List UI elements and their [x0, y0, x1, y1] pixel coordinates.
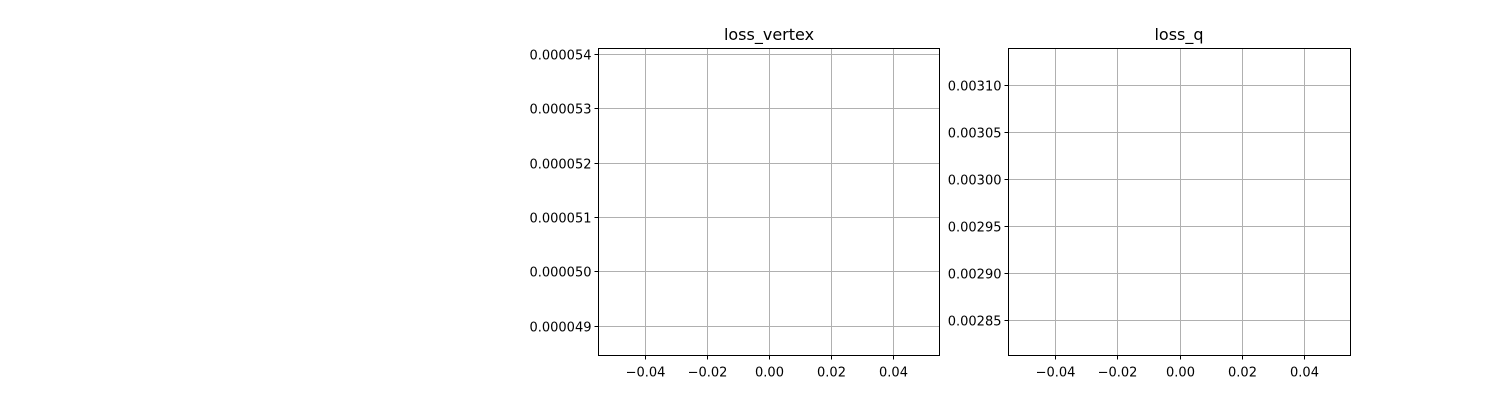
y-tick-label: 0.000050	[529, 266, 591, 281]
tick-labels: −0.04 −0.02 0.00 0.02 0.04 0.00285 0.00290 0.00…	[948, 80, 1319, 381]
y-tick-label: 0.000054	[529, 49, 591, 64]
x-tick-label: 0.02	[817, 366, 846, 381]
x-tick-label: 0.04	[1290, 366, 1319, 381]
y-tick-label: 0.00295	[948, 221, 1002, 236]
chart-title: loss_vertex	[724, 25, 814, 45]
y-tick-label: 0.00285	[948, 315, 1002, 330]
grid-lines	[598, 48, 940, 356]
x-tick-label: −0.04	[1036, 366, 1076, 381]
x-tick-label: 0.00	[755, 366, 784, 381]
chart-title: loss_q	[1154, 25, 1203, 45]
x-tick-label: −0.02	[688, 366, 728, 381]
x-tick-label: −0.04	[626, 366, 666, 381]
x-tick-label: 0.00	[1166, 366, 1195, 381]
x-tick-label: −0.02	[1098, 366, 1138, 381]
y-tick-label: 0.00290	[948, 268, 1002, 283]
y-tick-label: 0.000053	[529, 103, 591, 118]
y-tick-label: 0.00305	[948, 127, 1002, 142]
chart-loss-vertex: −0.04 −0.02 0.00 0.02 0.04 0.000049 0.000050 0.…	[529, 25, 940, 381]
plot-frame	[598, 48, 940, 356]
ticks	[594, 54, 894, 360]
x-tick-label: 0.02	[1228, 366, 1257, 381]
tick-labels: −0.04 −0.02 0.00 0.02 0.04 0.000049 0.000050 0.…	[529, 49, 908, 381]
y-tick-label: 0.000052	[529, 158, 591, 173]
y-tick-label: 0.00300	[948, 174, 1002, 189]
y-tick-label: 0.000051	[529, 212, 591, 227]
x-tick-label: 0.04	[879, 366, 908, 381]
y-tick-label: 0.00310	[948, 80, 1002, 95]
grid-lines	[1008, 48, 1351, 356]
chart-loss-q: −0.04 −0.02 0.00 0.02 0.04 0.00285 0.00290 0.00…	[948, 25, 1351, 381]
plot-frame	[1008, 48, 1351, 356]
ticks	[1004, 85, 1305, 360]
y-tick-label: 0.000049	[529, 321, 591, 336]
